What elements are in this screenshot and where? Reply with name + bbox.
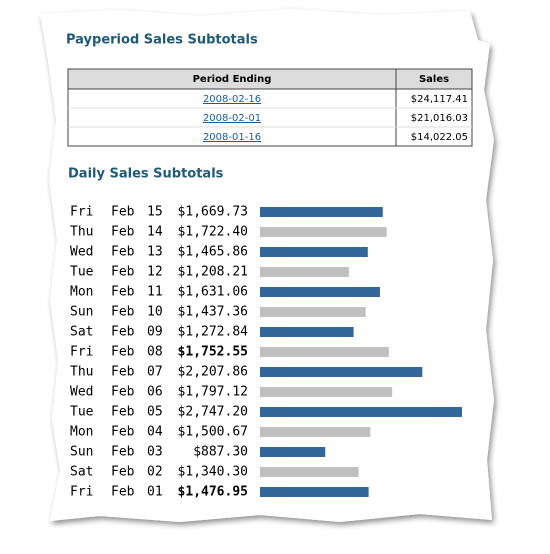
day: 08 (147, 345, 163, 360)
month: Feb (111, 445, 135, 460)
amount: $1,500.67 (178, 425, 248, 440)
section-title: Payperiod Sales Subtotals (66, 33, 258, 48)
bar (260, 407, 463, 417)
bar (260, 427, 371, 437)
sales-cell: $21,016.03 (411, 113, 468, 124)
weekday: Fri (70, 205, 93, 220)
month: Feb (111, 205, 135, 220)
bar (260, 307, 366, 317)
amount: $2,747.20 (178, 405, 248, 420)
amount: $1,437.36 (178, 305, 248, 320)
day: 14 (147, 225, 163, 240)
month: Feb (111, 245, 135, 260)
period-link[interactable]: 2008-01-16 (203, 132, 261, 143)
period-link[interactable]: 2008-02-01 (203, 113, 261, 124)
month: Feb (111, 385, 135, 400)
weekday: Mon (70, 285, 93, 300)
column-header: Sales (419, 74, 449, 85)
amount: $887.30 (193, 445, 248, 460)
weekday: Sun (70, 445, 93, 460)
weekday: Thu (70, 225, 93, 240)
bar (260, 267, 349, 277)
weekday: Fri (70, 485, 93, 500)
bar (260, 467, 359, 477)
amount: $1,752.55 (178, 345, 248, 360)
bar (260, 247, 368, 257)
weekday: Sun (70, 305, 93, 320)
month: Feb (111, 425, 135, 440)
month: Feb (111, 285, 135, 300)
day: 09 (147, 325, 163, 340)
month: Feb (111, 325, 135, 340)
day: 03 (147, 445, 163, 460)
day: 05 (147, 405, 163, 420)
amount: $1,797.12 (178, 385, 248, 400)
column-header: Period Ending (193, 74, 272, 85)
bar (260, 367, 423, 377)
month: Feb (111, 365, 135, 380)
weekday: Tue (70, 265, 94, 280)
bar (260, 447, 326, 457)
bar (260, 387, 393, 397)
day: 04 (147, 425, 163, 440)
amount: $1,722.40 (178, 225, 248, 240)
content: Payperiod Sales Subtotals Period Ending … (66, 33, 473, 500)
month: Feb (111, 265, 135, 280)
amount: $1,340.30 (178, 465, 248, 480)
day: 13 (147, 245, 163, 260)
weekday: Fri (70, 345, 93, 360)
day: 11 (147, 285, 163, 300)
month: Feb (111, 305, 135, 320)
amount: $1,669.73 (178, 205, 248, 220)
bar (260, 347, 389, 357)
amount: $1,631.06 (178, 285, 248, 300)
day: 06 (147, 385, 163, 400)
bar (260, 327, 354, 337)
day: 15 (147, 205, 163, 220)
month: Feb (111, 405, 135, 420)
weekday: Tue (70, 405, 94, 420)
day: 10 (147, 305, 163, 320)
weekday: Sat (70, 325, 93, 340)
month: Feb (111, 345, 135, 360)
day: 12 (147, 265, 163, 280)
day: 02 (147, 465, 163, 480)
month: Feb (111, 465, 135, 480)
bar (260, 207, 383, 217)
amount: $1,208.21 (178, 265, 248, 280)
weekday: Sat (70, 465, 93, 480)
day: 01 (147, 485, 163, 500)
weekday: Thu (70, 365, 93, 380)
bar (260, 227, 387, 237)
section-title: Daily Sales Subtotals (68, 167, 224, 182)
bar (260, 287, 380, 297)
weekday: Wed (70, 245, 93, 260)
amount: $2,207.86 (178, 365, 248, 380)
amount: $1,272.84 (178, 325, 249, 340)
sales-cell: $24,117.41 (411, 94, 468, 105)
month: Feb (111, 485, 135, 500)
bar (260, 487, 369, 497)
weekday: Wed (70, 385, 93, 400)
day: 07 (147, 365, 163, 380)
weekday: Mon (70, 425, 93, 440)
amount: $1,476.95 (178, 485, 248, 500)
period-link[interactable]: 2008-02-16 (203, 94, 261, 105)
amount: $1,465.86 (178, 245, 248, 260)
sales-cell: $14,022.05 (411, 132, 468, 143)
month: Feb (111, 225, 135, 240)
